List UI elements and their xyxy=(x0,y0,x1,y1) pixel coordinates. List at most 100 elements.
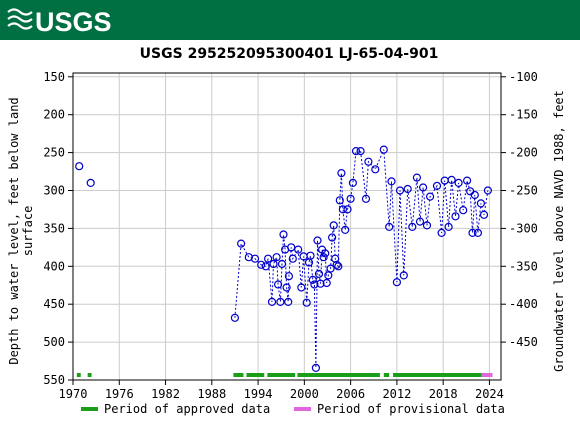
data-point xyxy=(316,279,325,288)
approved-period-bar xyxy=(383,373,390,377)
y-right-tick-label: -300 xyxy=(509,221,538,235)
data-point xyxy=(364,157,373,166)
x-tick-label: 1982 xyxy=(151,387,180,401)
approved-period-bar xyxy=(76,373,81,377)
y-axis-left-title-line1: Depth to water level, feet below land xyxy=(7,97,21,364)
data-point xyxy=(432,181,442,190)
y-right-tick-label: -200 xyxy=(509,146,538,160)
usgs-logo-text: USGS xyxy=(35,7,112,36)
y-right-tick-label: -350 xyxy=(509,259,538,273)
data-point xyxy=(334,262,343,271)
x-tick-label: 2018 xyxy=(429,387,458,401)
data-point xyxy=(387,177,396,186)
y-axis-left-title-line2: surface xyxy=(21,206,35,257)
provisional-period-bar xyxy=(481,373,493,377)
x-tick-label: 2012 xyxy=(382,387,411,401)
series-line xyxy=(234,149,489,368)
y-left-tick-label: 500 xyxy=(43,335,65,349)
y-left-tick-label: 350 xyxy=(43,221,65,235)
data-point xyxy=(338,205,347,214)
approved-period-bar xyxy=(393,373,482,377)
legend: Period of approved data Period of provis… xyxy=(81,402,505,416)
data-point xyxy=(237,239,246,248)
data-point xyxy=(463,176,472,185)
data-point xyxy=(306,251,315,260)
data-point xyxy=(331,254,340,263)
data-point xyxy=(356,147,365,156)
data-point xyxy=(335,196,344,205)
data-point xyxy=(322,278,331,288)
data-point xyxy=(328,233,337,242)
data-point xyxy=(399,271,408,280)
data-point xyxy=(311,363,320,372)
data-point xyxy=(403,184,412,194)
y-axis-right-title: Groundwater level above NAVD 1988, feet xyxy=(552,90,566,372)
data-point xyxy=(264,254,273,263)
y-left-tick-label: 400 xyxy=(43,259,65,273)
data-point xyxy=(408,222,417,231)
data-point xyxy=(282,283,291,292)
data-periods xyxy=(76,373,493,377)
y-left-tick-label: 250 xyxy=(43,146,65,160)
data-point xyxy=(326,264,335,273)
usgs-banner: USGS xyxy=(0,0,580,40)
data-point xyxy=(341,225,350,234)
x-tick-label: 1994 xyxy=(244,387,273,401)
data-point xyxy=(351,147,361,156)
y-left-tick-label: 450 xyxy=(43,297,65,311)
data-point xyxy=(468,228,477,237)
data-point xyxy=(348,178,357,187)
data-point xyxy=(483,186,492,195)
data-point xyxy=(319,253,328,262)
data-point xyxy=(459,206,468,215)
data-point xyxy=(284,297,293,306)
data-point xyxy=(332,260,341,269)
y-right-tick-label: -250 xyxy=(509,183,538,197)
x-tick-label: 1988 xyxy=(197,387,226,401)
data-point xyxy=(269,259,278,269)
data-point xyxy=(250,254,260,263)
data-point xyxy=(454,178,463,187)
y-left-tick-label: 300 xyxy=(43,183,65,197)
data-point xyxy=(419,183,428,192)
data-point xyxy=(302,298,311,307)
data-point xyxy=(284,272,293,281)
y-axis-right: -100 -150 -200 -250 -300 -350 -400 -450 xyxy=(501,70,538,349)
series-points xyxy=(75,145,492,372)
approved-period-bar xyxy=(87,373,92,377)
data-point xyxy=(473,228,482,237)
usgs-wave-icon xyxy=(7,8,33,30)
data-point xyxy=(476,199,485,208)
data-point xyxy=(279,230,288,239)
approved-period-bar xyxy=(267,373,296,377)
x-tick-label: 1976 xyxy=(105,387,134,401)
data-point xyxy=(274,280,283,289)
data-point xyxy=(444,222,453,231)
data-point xyxy=(287,243,296,252)
data-point xyxy=(415,217,425,226)
approved-period-bar xyxy=(246,373,265,377)
y-left-tick-label: 150 xyxy=(43,70,65,84)
data-point xyxy=(314,269,324,278)
data-point xyxy=(310,280,319,289)
data-point xyxy=(297,283,306,292)
data-point xyxy=(276,297,285,306)
data-point xyxy=(86,178,95,187)
grid xyxy=(72,73,501,380)
y-right-tick-label: -100 xyxy=(509,70,538,84)
y-axis-left: 150 200 250 300 350 400 450 500 550 xyxy=(43,70,73,387)
data-point xyxy=(288,254,297,263)
data-point xyxy=(412,173,421,182)
data-point xyxy=(313,236,322,245)
data-point xyxy=(426,192,435,201)
data-point xyxy=(337,169,346,178)
usgs-logo[interactable]: USGS xyxy=(6,4,116,36)
data-point xyxy=(329,221,338,230)
x-tick-label: 1970 xyxy=(59,387,88,401)
data-point xyxy=(321,249,330,258)
data-point xyxy=(230,313,239,322)
data-point xyxy=(395,186,405,195)
data-point xyxy=(272,253,281,262)
data-point xyxy=(294,245,303,254)
data-point xyxy=(447,175,456,184)
